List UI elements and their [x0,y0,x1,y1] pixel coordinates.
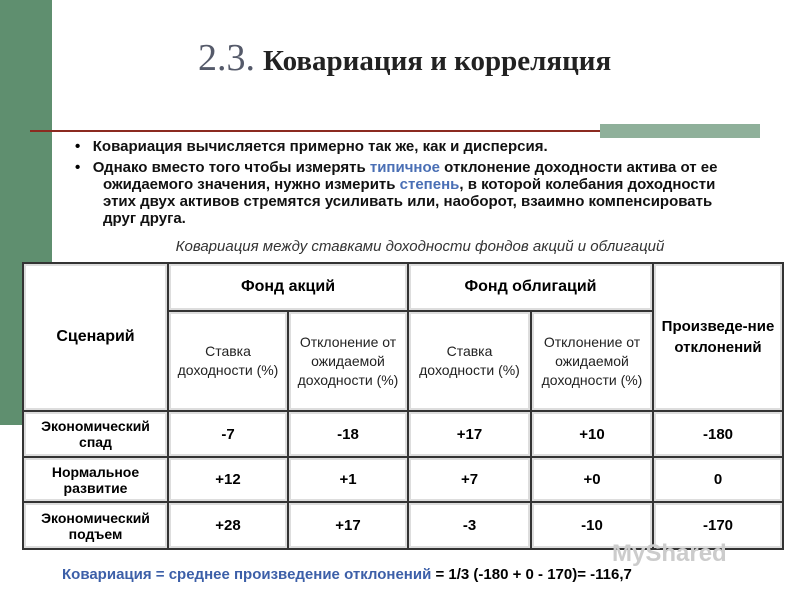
bullet-text: типичное [369,159,440,176]
rule [30,130,600,132]
value-cell: -180 [652,410,784,458]
value-cell: +17 [407,410,532,458]
value-cell: -10 [530,501,654,550]
subheader-cell: Отклонение от ожидаемой доходности (%) [287,310,409,412]
table-row: Нормальное развитие +12 +1 +7 +0 0 [22,456,784,503]
table-row: Экономический спад -7 -18 +17 +10 -180 [22,410,784,458]
bullet: • Однако вместо того чтобы измерять типи… [75,159,718,227]
table-body: Экономический спад -7 -18 +17 +10 -180 Нормаль… [22,410,784,550]
table: Сценарий Фонд акций Фонд облигаций Произ… [22,262,784,550]
header-cell: Сценарий [22,262,169,412]
value-cell: -7 [167,410,289,458]
value-cell: +0 [530,456,654,503]
value-cell: -3 [407,501,532,550]
title: 2.3. Ковариация и корреляция [198,36,611,80]
header-cell: Фонд акций [167,262,409,312]
value-cell: +12 [167,456,289,503]
scenario-cell: Нормальное развитие [22,456,169,503]
value-cell: +1 [287,456,409,503]
value-cell: -18 [287,410,409,458]
header-cell: Фонд облигаций [407,262,654,312]
scenario-cell: Экономический спад [22,410,169,458]
bullet-text: отклонение доходности актива от ее ожида… [103,159,718,193]
title-text: Ковариация и корреляция [263,45,612,77]
bullet-text: Ковариация вычисляется примерно так же, … [92,138,548,155]
value-cell: +17 [287,501,409,550]
formula-text: = 1/3 (-180 + 0 - 170)= -116,7 [431,566,632,583]
title-number: 2.3. [198,37,255,79]
subheader-cell: Отклонение от ожидаемой доходности (%) [530,310,654,412]
bullet: • Ковариация вычисляется примерно так же… [75,138,548,155]
table-caption: Ковариация между ставками доходности фон… [175,238,665,255]
header-cell: Произведе-ние отклонений [652,262,784,412]
value-cell: +10 [530,410,654,458]
bullet-text: Однако вместо того чтобы измерять [92,159,370,176]
bullet-text: степень [399,176,460,193]
value-cell: -170 [652,501,784,550]
formula-label: Ковариация = среднее произведение отклон… [62,566,432,583]
scenario-cell: Экономический подъем [22,501,169,550]
rule [600,124,760,138]
watermark: MyShared [612,540,727,567]
formula: Ковариация = среднее произведение отклон… [62,566,632,583]
bullet-text: , в которой колебания доходности этих дв… [103,176,716,227]
subheader-cell: Ставка доходности (%) [167,310,289,412]
value-cell: +28 [167,501,289,550]
value-cell: 0 [652,456,784,503]
subheader-cell: Ставка доходности (%) [407,310,532,412]
bullets: • Ковариация вычисляется примерно так же… [75,138,745,231]
value-cell: +7 [407,456,532,503]
table-row: Экономический подъем +28 +17 -3 -10 -170 [22,501,784,550]
